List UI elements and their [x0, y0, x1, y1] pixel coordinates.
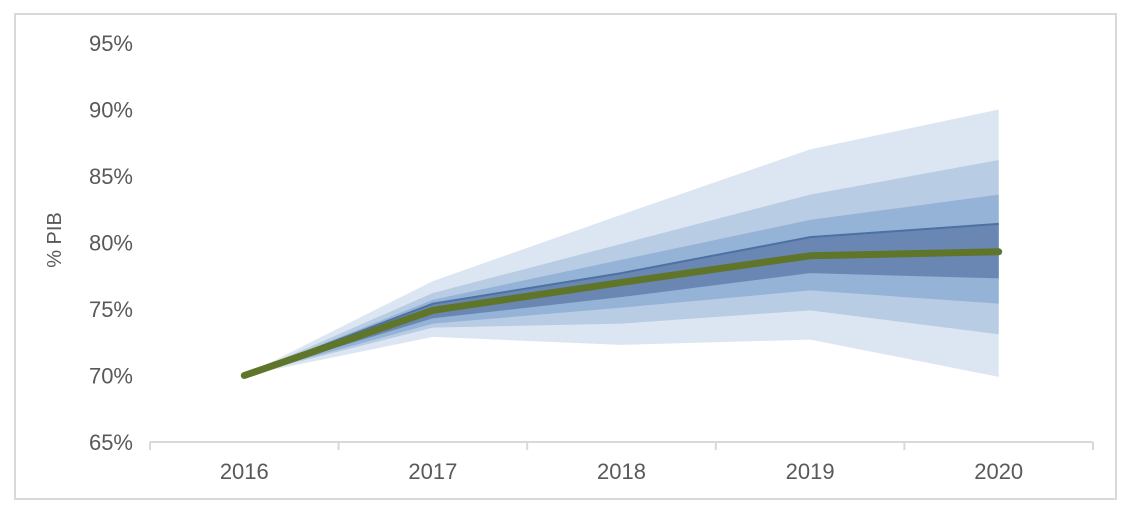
- x-axis-labels: 2016 2017 2018 2019 2020: [220, 459, 1023, 484]
- y-tick-label: 65%: [89, 430, 133, 455]
- x-axis-ticks: [149, 442, 1094, 450]
- confidence-band-inner-area: [244, 223, 999, 376]
- y-tick-label: 80%: [89, 231, 133, 256]
- confidence-band-inner-top-edge: [243, 222, 999, 377]
- x-tick-label: 2020: [974, 459, 1023, 484]
- y-tick-label: 70%: [89, 364, 133, 389]
- x-tick-label: 2018: [597, 459, 646, 484]
- plot-area: [240, 109, 1003, 379]
- y-axis-labels: 95% 90% 85% 80% 75% 70% 65%: [89, 31, 133, 455]
- x-tick-label: 2019: [786, 459, 835, 484]
- y-tick-label: 90%: [89, 98, 133, 123]
- central-projection-line: [240, 248, 1003, 379]
- y-tick-label: 85%: [89, 164, 133, 189]
- figure-border: [14, 13, 1117, 500]
- y-tick-label: 75%: [89, 297, 133, 322]
- x-tick-label: 2016: [220, 459, 269, 484]
- y-axis-title: % PIB: [44, 212, 66, 268]
- y-tick-label: 95%: [89, 31, 133, 56]
- x-tick-label: 2017: [408, 459, 457, 484]
